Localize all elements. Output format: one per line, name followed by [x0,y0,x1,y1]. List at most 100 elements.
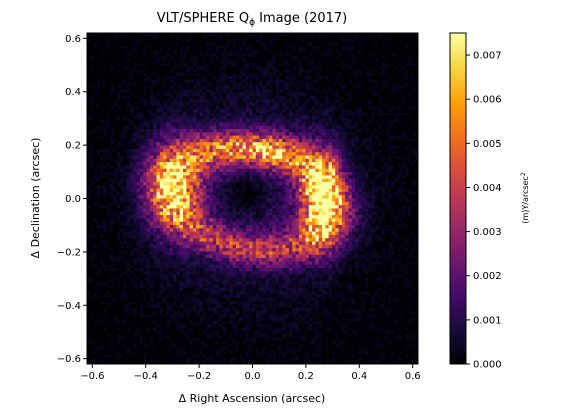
heatmap-cell [351,109,356,113]
heatmap-cell [411,168,416,173]
heatmap-cell [186,56,191,60]
heatmap-cell [325,175,330,180]
heatmap-cell [159,46,164,50]
heatmap-cell [259,36,263,41]
heatmap-cell [285,69,290,74]
heatmap-cell [136,185,141,189]
heatmap-cell [295,36,300,41]
heatmap-cell [404,36,409,41]
heatmap-cell [229,109,234,113]
heatmap-cell [361,39,366,44]
heatmap-cell [90,72,95,77]
heatmap-cell [384,69,389,74]
heatmap-cell [408,162,412,166]
heatmap-cell [374,42,379,47]
heatmap-cell [278,39,283,44]
heatmap-cell [249,165,253,170]
heatmap-cell [169,42,174,47]
heatmap-cell [252,56,257,60]
heatmap-cell [153,138,157,143]
heatmap-cell [146,178,151,183]
heatmap-cell [398,128,402,133]
heatmap-cell [199,59,204,64]
heatmap-cell [192,132,197,137]
heatmap-cell [116,162,121,166]
heatmap-cell [219,102,224,107]
heatmap-cell [358,95,363,100]
heatmap-cell [120,128,124,133]
heatmap-cell [169,72,174,77]
heatmap-cell [388,79,392,84]
heatmap-cell [371,162,376,166]
heatmap-cell [341,158,346,163]
heatmap-cell [322,145,326,150]
heatmap-cell [312,165,316,170]
heatmap-cell [139,72,144,77]
heatmap-cell [235,89,240,93]
heatmap-cell [173,185,177,189]
heatmap-cell [189,165,194,170]
heatmap-cell [126,76,131,80]
heatmap-cell [159,99,164,103]
heatmap-cell [149,168,154,173]
heatmap-cell [219,142,224,146]
heatmap-cell [322,119,326,123]
heatmap-cell [242,52,247,57]
heatmap-cell [232,135,237,140]
heatmap-cell [259,33,263,37]
heatmap-cell [192,39,197,44]
heatmap-cell [269,79,273,84]
heatmap-cell [156,119,161,123]
heatmap-cell [358,99,363,103]
heatmap-cell [209,195,214,199]
heatmap-cell [331,82,336,87]
heatmap-cell [123,85,128,90]
heatmap-cell [232,138,237,143]
heatmap-cell [103,148,108,153]
heatmap-cell [282,185,286,189]
heatmap-cell [100,82,104,87]
heatmap-cell [123,122,128,127]
heatmap-cell [169,148,174,153]
heatmap-cell [338,42,343,47]
heatmap-cell [365,128,369,133]
heatmap-cell [411,122,416,127]
heatmap-cell [149,66,154,70]
heatmap-cell [414,59,419,64]
heatmap-cell [351,33,356,37]
heatmap-cell [116,56,121,60]
heatmap-cell [87,185,91,189]
heatmap-cell [255,42,260,47]
heatmap-cell [414,99,419,103]
heatmap-cell [136,148,141,153]
heatmap-cell [398,191,402,196]
heatmap-cell [209,62,214,67]
heatmap-cell [242,185,247,189]
heatmap-cell [113,56,118,60]
heatmap-cell [272,191,277,196]
heatmap-cell [255,62,260,67]
heatmap-cell [245,125,250,130]
heatmap-cell [335,36,339,41]
heatmap-cell [275,185,280,189]
heatmap-cell [113,36,118,41]
heatmap-cell [308,162,313,166]
heatmap-cell [100,59,104,64]
heatmap-cell [159,128,164,133]
heatmap-cell [249,79,253,84]
heatmap-cell [249,115,253,120]
heatmap-cell [96,185,101,189]
heatmap-cell [265,132,270,137]
heatmap-cell [212,195,217,199]
heatmap-cell [255,46,260,50]
heatmap-cell [328,148,333,153]
heatmap-cell [110,175,114,180]
heatmap-cell [252,125,257,130]
heatmap-cell [295,138,300,143]
heatmap-cell [275,39,280,44]
heatmap-cell [126,195,131,199]
heatmap-cell [404,135,409,140]
heatmap-cell [365,152,369,156]
heatmap-cell [265,188,270,193]
heatmap-cell [232,59,237,64]
